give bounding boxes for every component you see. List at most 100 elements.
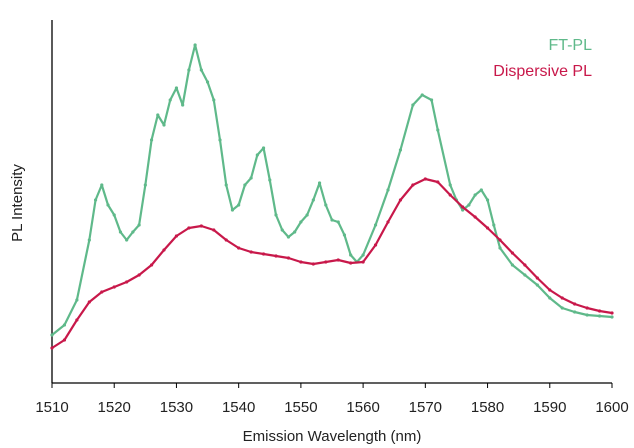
data-point [548, 296, 552, 300]
data-point [274, 254, 278, 258]
legend-label: Dispersive PL [493, 63, 592, 80]
x-tick-label: 1580 [471, 399, 504, 416]
data-point [212, 228, 216, 232]
data-point [112, 285, 116, 289]
data-point [237, 246, 241, 250]
data-point [149, 263, 154, 267]
x-tick-label: 1570 [409, 399, 442, 416]
data-point [237, 203, 241, 207]
data-point [411, 183, 415, 187]
data-point [162, 248, 166, 252]
data-point [286, 256, 291, 260]
data-point [299, 260, 303, 264]
data-point [535, 276, 539, 280]
data-point [143, 183, 147, 187]
data-point [100, 290, 104, 294]
data-point [317, 181, 322, 185]
data-point [560, 296, 564, 300]
data-point [305, 213, 309, 217]
data-point [473, 193, 477, 197]
data-point [485, 226, 490, 230]
series-line [51, 177, 613, 349]
data-point [168, 98, 172, 102]
data-point [50, 333, 54, 337]
data-point [342, 233, 347, 237]
data-point [249, 250, 253, 254]
data-point [137, 273, 141, 277]
data-point [386, 220, 390, 224]
data-point [230, 208, 235, 212]
data-point [498, 238, 502, 242]
data-point [510, 251, 515, 255]
data-point [510, 263, 515, 267]
data-point [112, 213, 116, 217]
data-point [131, 230, 135, 234]
data-point [523, 273, 527, 277]
data-point [118, 230, 123, 234]
x-tick-label: 1590 [533, 399, 566, 416]
data-point [330, 218, 334, 222]
data-point [293, 230, 297, 234]
data-point [224, 183, 228, 187]
data-point [473, 215, 477, 219]
data-point [523, 263, 527, 267]
data-point [461, 205, 465, 209]
data-point [398, 198, 403, 202]
data-point [249, 176, 253, 180]
data-point [467, 203, 471, 207]
data-point [174, 234, 179, 238]
data-point [324, 203, 328, 207]
x-tick-label: 1510 [35, 399, 68, 416]
data-point [212, 98, 216, 102]
data-point [199, 224, 203, 228]
data-point [218, 138, 222, 142]
y-axis-title: PL Intensity [9, 164, 26, 242]
data-point [429, 98, 434, 102]
data-point [156, 113, 160, 117]
data-point [420, 93, 424, 97]
data-point [373, 243, 378, 247]
data-point [597, 314, 602, 318]
data-point [205, 80, 210, 84]
data-point [386, 188, 390, 192]
data-point [187, 226, 191, 230]
data-point [610, 311, 614, 315]
data-point [349, 253, 353, 257]
data-point [436, 128, 440, 132]
data-point [448, 193, 452, 197]
data-point [585, 306, 589, 310]
data-point [610, 315, 614, 319]
data-point [492, 223, 496, 227]
data-point [137, 223, 141, 227]
data-point [548, 288, 552, 292]
series-line [51, 43, 613, 336]
data-point [274, 213, 278, 217]
data-point [62, 338, 67, 342]
data-point [174, 86, 179, 90]
data-point [573, 302, 577, 306]
data-point [336, 258, 340, 262]
data-point [268, 178, 272, 182]
data-point [286, 235, 291, 239]
data-point [255, 153, 259, 157]
data-point [106, 203, 110, 207]
data-point [361, 260, 365, 264]
data-point [187, 68, 191, 72]
data-point [50, 346, 54, 350]
data-point [535, 283, 539, 287]
data-point [193, 43, 197, 47]
data-point [149, 138, 154, 142]
x-tick-label: 1550 [284, 399, 317, 416]
data-point [373, 223, 378, 227]
data-point [261, 146, 266, 150]
data-point [349, 261, 353, 265]
data-point [585, 313, 589, 317]
data-point [125, 280, 129, 284]
data-point [436, 180, 440, 184]
data-point [423, 177, 427, 181]
data-point [498, 246, 502, 250]
x-axis-title: Emission Wavelength (nm) [243, 428, 422, 445]
data-point [261, 252, 266, 256]
data-point [311, 262, 315, 266]
data-point [162, 123, 166, 127]
